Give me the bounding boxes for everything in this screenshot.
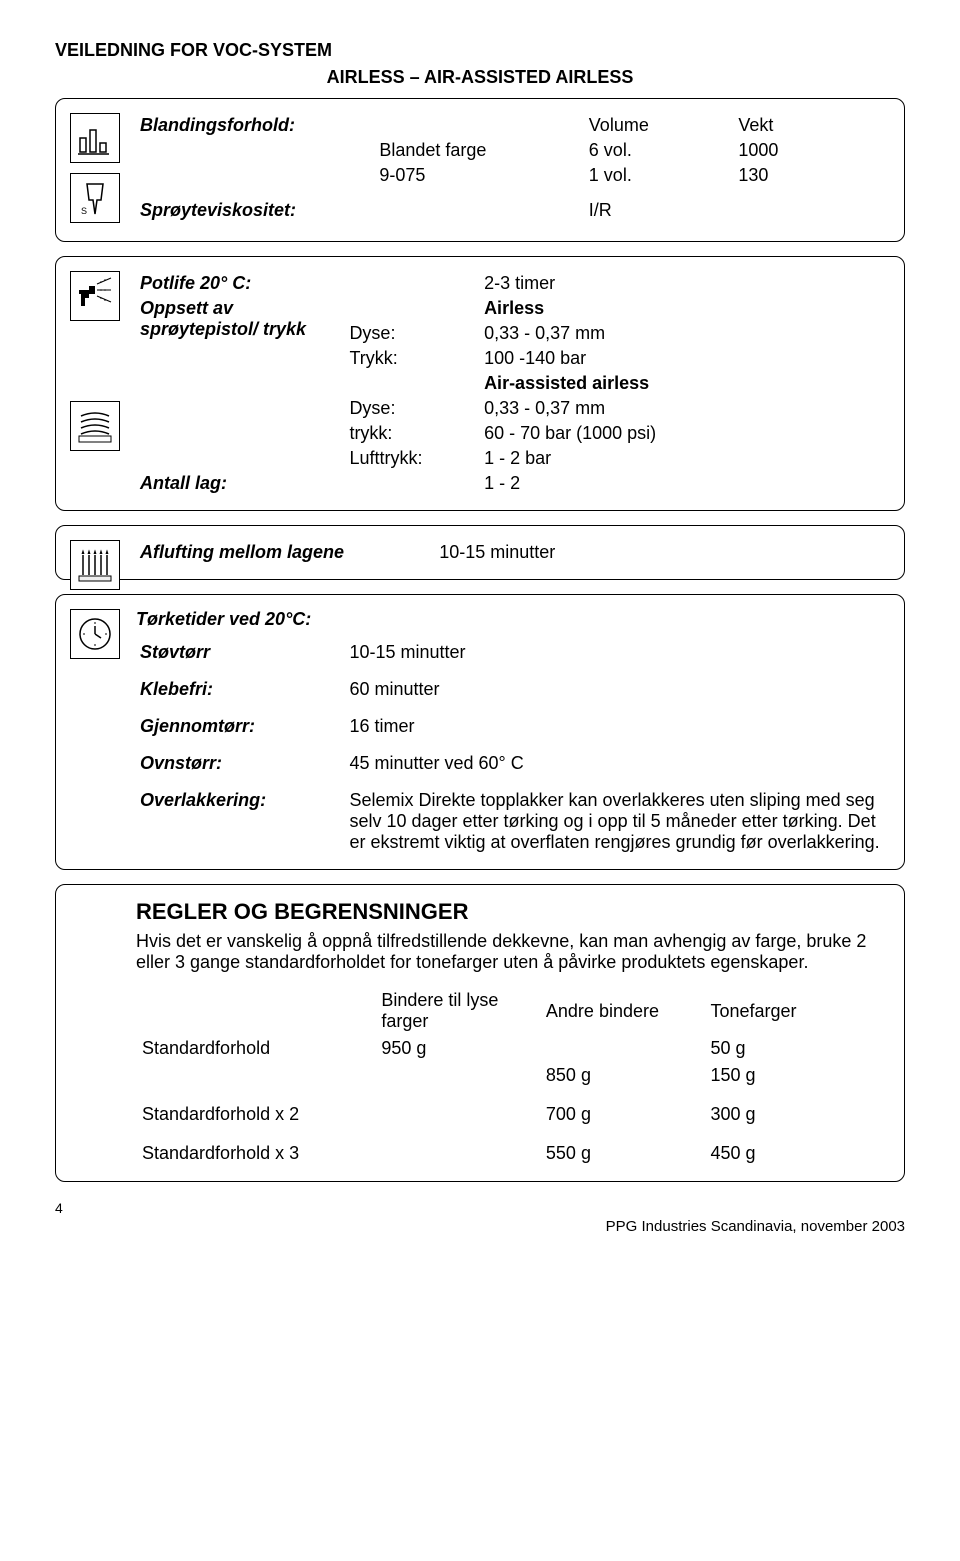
mixing-row1-c1: 6 vol. [585,138,735,163]
potlife-label: Potlife 20° C: [136,271,345,296]
rules-h3: Tonefarger [704,987,884,1035]
flash-value: 10-15 minutter [435,540,884,565]
flash-box: Aflufting mellom lagene 10-15 minutter [55,525,905,580]
r2-label: Standardforhold x 2 [136,1101,375,1128]
over-value: Selemix Direkte topplakker kan overlakke… [345,788,884,855]
viscosity-icon: S [70,173,120,223]
mixing-row1-label: Blandet farge [375,138,584,163]
rules-box: REGLER OG BEGRENSNINGER Hvis det er vans… [55,884,905,1182]
spray-box: Potlife 20° C: 2-3 timer Oppsett av sprø… [55,256,905,511]
through-value: 16 timer [345,714,884,739]
mixing-row2-c2: 130 [734,163,884,188]
airless-label: Airless [480,296,884,321]
main-title: VEILEDNING FOR VOC-SYSTEM [55,40,905,61]
r1-c3a: 50 g [704,1035,884,1062]
flash-table: Aflufting mellom lagene 10-15 minutter [136,540,884,565]
r1-c2: 850 g [540,1062,705,1089]
aa-label: Air-assisted airless [480,371,884,396]
dust-value: 10-15 minutter [345,640,884,665]
rules-intro: Hvis det er vanskelig å oppnå tilfredsti… [136,931,884,973]
tack-label: Klebefri: [136,677,345,702]
airless-trykk: 100 -140 bar [480,346,884,371]
coats-icon [70,401,120,451]
mixing-row2-c1: 1 vol. [585,163,735,188]
mixing-row1-c2: 1000 [734,138,884,163]
spray-table: Potlife 20° C: 2-3 timer Oppsett av sprø… [136,271,884,496]
drying-box: Tørketider ved 20°C: Støvtørr 10-15 minu… [55,594,905,870]
r3-c2: 550 g [540,1140,705,1167]
trykk-label-2: trykk: [345,421,480,446]
setup-label: Oppsett av sprøytepistol/ trykk [136,296,345,371]
rules-title: REGLER OG BEGRENSNINGER [136,899,884,925]
tack-value: 60 minutter [345,677,884,702]
flash-icon [70,540,120,590]
viscosity-value: I/R [585,198,735,223]
aa-dyse: 0,33 - 0,37 mm [480,396,884,421]
through-label: Gjennomtørr: [136,714,345,739]
mixing-col1: Volume [585,113,735,138]
r3-c3: 450 g [704,1140,884,1167]
r2-c2: 700 g [540,1101,705,1128]
mixing-row2-label: 9-075 [375,163,584,188]
svg-text:S: S [81,206,87,216]
luft-label: Lufttrykk: [345,446,480,471]
coats-value: 1 - 2 [480,471,884,496]
aa-luft: 1 - 2 bar [480,446,884,471]
mixing-icon [70,113,120,163]
spraygun-icon [70,271,120,321]
trykk-label-1: Trykk: [345,346,480,371]
mixing-box: S Blandingsforhold: Volume Vekt Blandet … [55,98,905,242]
oven-value: 45 minutter ved 60° C [345,751,884,776]
rules-h2: Andre bindere [540,987,705,1035]
mixing-label: Blandingsforhold: [136,113,375,138]
r1-c3b: 150 g [704,1062,884,1089]
subtitle: AIRLESS – AIR-ASSISTED AIRLESS [55,67,905,88]
coats-label: Antall lag: [136,471,345,496]
dyse-label-2: Dyse: [345,396,480,421]
page-number: 4 [55,1200,905,1216]
clock-icon [70,609,120,659]
over-label: Overlakkering: [136,788,345,855]
drying-title: Tørketider ved 20°C: [136,609,884,630]
flash-label: Aflufting mellom lagene [136,540,435,565]
r2-c3: 300 g [704,1101,884,1128]
r1-c1: 950 g [375,1035,540,1062]
viscosity-label: Sprøyteviskositet: [136,198,375,223]
rules-h1: Bindere til lyse farger [375,987,540,1035]
footer-text: PPG Industries Scandinavia, november 200… [55,1218,905,1235]
r1-label: Standardforhold [136,1035,375,1062]
airless-dyse: 0,33 - 0,37 mm [480,321,884,346]
drying-table: Støvtørr 10-15 minutter Klebefri: 60 min… [136,640,884,855]
dyse-label-1: Dyse: [345,321,480,346]
oven-label: Ovnstørr: [136,751,345,776]
potlife-value: 2-3 timer [480,271,884,296]
aa-trykk: 60 - 70 bar (1000 psi) [480,421,884,446]
dust-label: Støvtørr [136,640,345,665]
mixing-table: Blandingsforhold: Volume Vekt Blandet fa… [136,113,884,223]
r3-label: Standardforhold x 3 [136,1140,375,1167]
mixing-col2: Vekt [734,113,884,138]
rules-table: Bindere til lyse farger Andre bindere To… [136,987,884,1167]
